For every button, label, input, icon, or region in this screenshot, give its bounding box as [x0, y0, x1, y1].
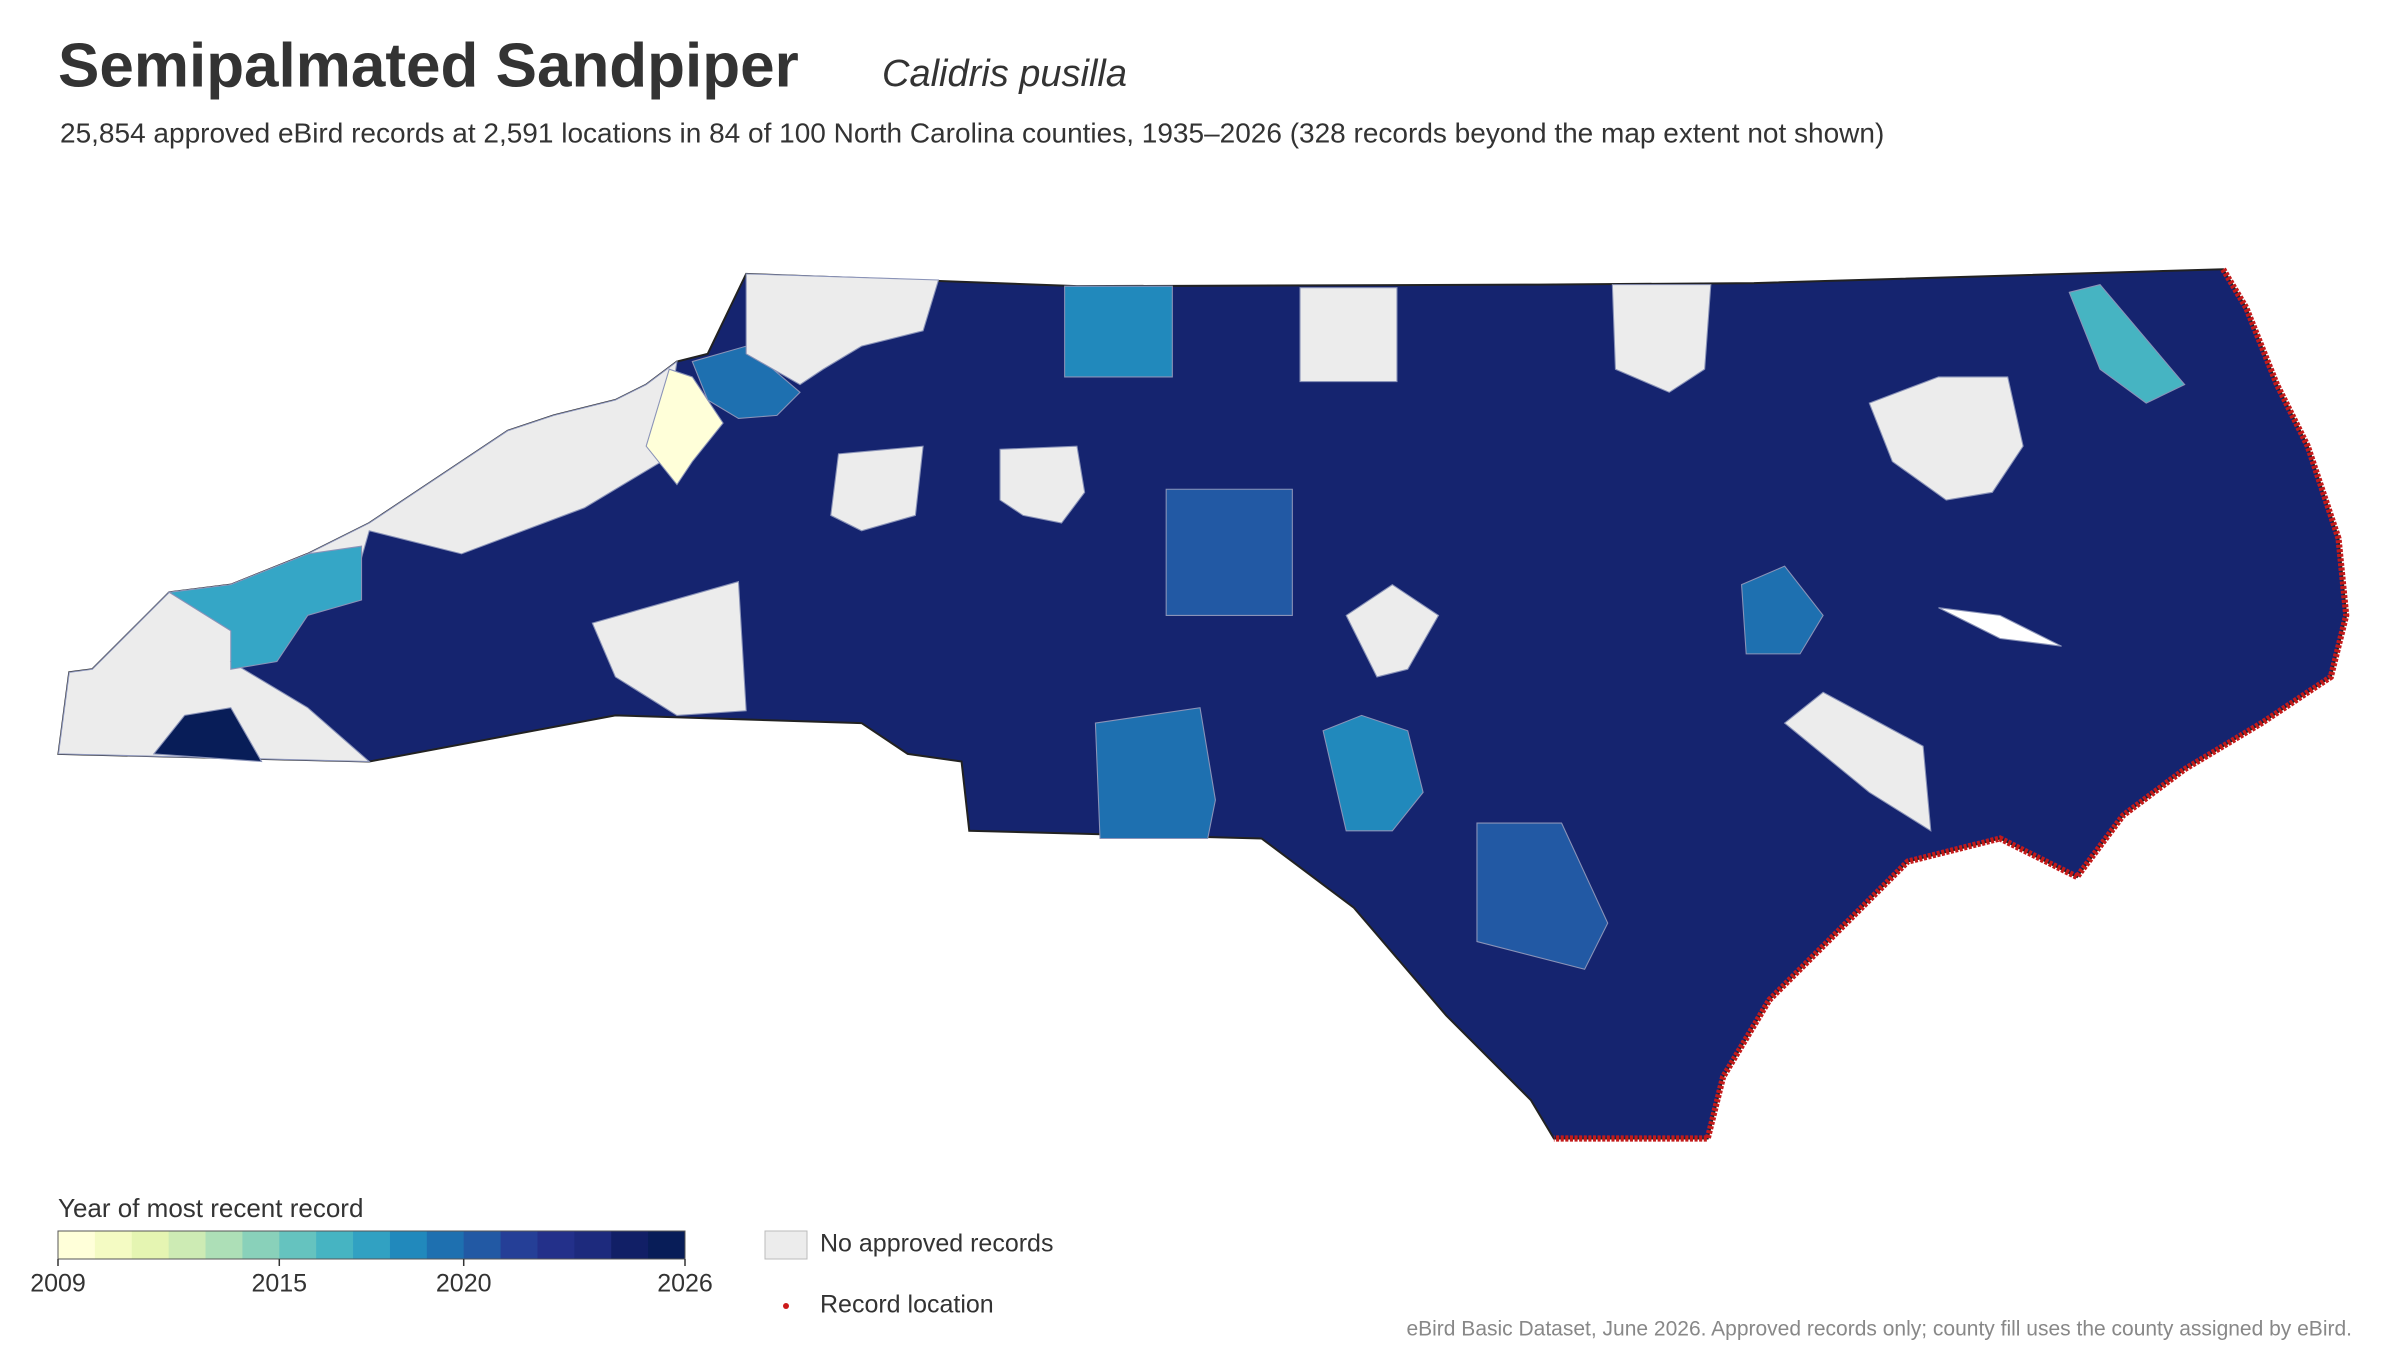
county: [1345, 583, 1440, 678]
coastline: [1553, 267, 2350, 1142]
colorbar-tick-label: 2009: [30, 1270, 86, 1298]
record-point-swatch: [783, 1303, 789, 1309]
county: [152, 707, 263, 763]
colorbar-cell: [94, 1231, 133, 1259]
county: [1868, 376, 2024, 501]
colorbar-cell: [279, 1231, 317, 1259]
colorbar-tick-label: 2015: [251, 1270, 307, 1298]
county: [1094, 707, 1216, 840]
legend-title: Year of most recent record: [58, 1193, 363, 1223]
county: [745, 273, 940, 386]
colorbar-frame: [57, 1230, 686, 1260]
county: [1299, 287, 1398, 383]
no-data-swatch: [764, 1230, 808, 1260]
colorbar-cell: [537, 1231, 575, 1259]
colorbar-cell: [242, 1231, 280, 1259]
colorbar-cell: [500, 1231, 538, 1259]
county: [1476, 822, 1609, 970]
county: [830, 445, 924, 532]
record-point-label: Record location: [820, 1291, 994, 1319]
colorbar-cell: [205, 1231, 243, 1259]
subtitle: 25,854 approved eBird records at 2,591 l…: [60, 117, 1884, 148]
county: [1611, 284, 1712, 393]
county: [1783, 691, 1932, 832]
colorbar-cell: [463, 1231, 502, 1259]
county: [2068, 284, 2186, 404]
colorbar-cell: [426, 1231, 465, 1259]
colorbar-cell: [316, 1231, 354, 1259]
colorbar-tick-label: 2020: [436, 1270, 492, 1298]
colorbar-cell: [389, 1231, 428, 1259]
colorbar-cell: [611, 1231, 649, 1259]
county: [1165, 488, 1293, 616]
county: [167, 545, 363, 670]
map: [57, 267, 2350, 1142]
title: Semipalmated Sandpiper: [58, 31, 799, 100]
county: [645, 368, 724, 486]
county: [1064, 285, 1173, 378]
colorbar-cell: [648, 1231, 686, 1259]
colorbar-cell: [168, 1231, 207, 1259]
footer: eBird Basic Dataset, June 2026. Approved…: [1406, 1318, 2352, 1341]
colorbar: 2009 2015 2020 2026: [30, 1230, 713, 1298]
colorbar-tick-label: 2026: [657, 1270, 713, 1298]
county: [1322, 714, 1424, 832]
no-data-label: No approved records: [820, 1230, 1053, 1258]
colorbar-cell: [574, 1231, 612, 1259]
colorbar-cell: [58, 1231, 96, 1259]
county: [999, 445, 1086, 524]
colorbar-cell: [353, 1231, 391, 1259]
colorbar-cell: [131, 1231, 170, 1259]
county: [1938, 607, 2062, 647]
scientific-name: Calidris pusilla: [882, 53, 1127, 95]
county: [591, 580, 747, 716]
county: [1741, 565, 1824, 655]
